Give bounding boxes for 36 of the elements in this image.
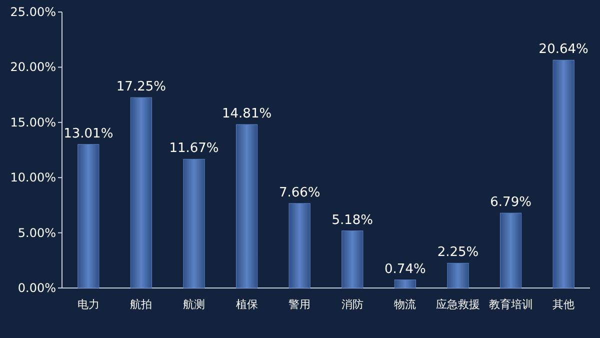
x-tick-label: 应急救援 <box>436 298 480 311</box>
y-tick-label: 5.00% <box>18 226 56 240</box>
y-tick-label: 20.00% <box>10 60 56 74</box>
x-tick-label: 其他 <box>552 298 575 311</box>
data-label: 20.64% <box>538 42 588 58</box>
data-label: 0.74% <box>384 262 426 277</box>
x-tick-label: 消防 <box>341 298 364 311</box>
bar <box>288 203 310 288</box>
y-tick-label: 15.00% <box>10 115 56 130</box>
data-label: 11.67% <box>169 141 219 156</box>
y-tick-label: 25.00% <box>10 5 56 19</box>
data-label: 13.01% <box>64 126 114 142</box>
x-tick-label: 教育培训 <box>488 298 533 311</box>
bar <box>183 158 205 288</box>
bar <box>342 230 364 288</box>
data-label: 14.81% <box>222 106 272 122</box>
data-label: 6.79% <box>490 195 532 210</box>
bar <box>552 60 574 288</box>
x-tick-label: 物流 <box>394 298 416 311</box>
x-tick-label: 植保 <box>236 298 258 311</box>
y-tick-label: 0.00% <box>18 281 56 295</box>
data-label: 7.66% <box>278 185 320 200</box>
x-tick-label: 警用 <box>288 298 311 311</box>
x-tick-label: 电力 <box>77 298 100 311</box>
bar <box>78 144 100 288</box>
data-label: 17.25% <box>116 80 166 95</box>
bar <box>447 262 469 288</box>
bar <box>130 97 152 288</box>
x-tick-label: 航测 <box>183 298 205 311</box>
bar <box>500 212 522 288</box>
data-label: 2.25% <box>437 245 479 260</box>
bar <box>394 280 416 288</box>
x-tick-label: 航拍 <box>130 298 152 311</box>
y-tick-label: 10.00% <box>10 170 56 185</box>
data-label: 5.18% <box>332 212 374 228</box>
bar <box>236 124 258 288</box>
